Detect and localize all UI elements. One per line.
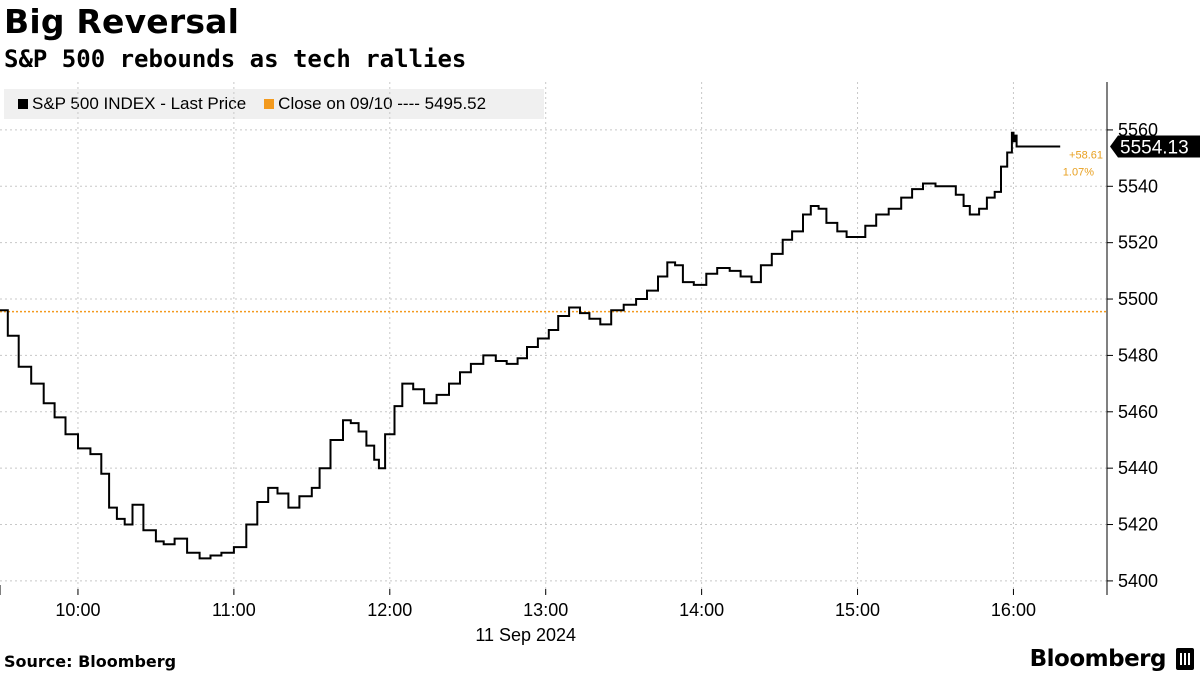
legend-swatch-orange-icon	[264, 99, 275, 109]
y-tick-label: 5540	[1118, 176, 1158, 196]
legend-series-label: S&P 500 INDEX - Last Price	[32, 94, 247, 113]
legend-item-close: Close on 09/10 ---- 5495.52	[264, 94, 486, 114]
x-tick-label: 14:00	[679, 600, 724, 620]
x-tick-label: 13:00	[523, 600, 568, 620]
y-tick-label: 5480	[1118, 345, 1158, 365]
change-absolute-label: +58.61	[1069, 149, 1103, 161]
x-tick-label: 10:00	[55, 600, 100, 620]
x-axis-label: 11 Sep 2024	[475, 625, 576, 645]
source-note: Source: Bloomberg	[4, 652, 177, 671]
y-tick-label: 5400	[1118, 571, 1158, 591]
change-percent-label: 1.07%	[1063, 166, 1094, 178]
last-price-tag	[1110, 135, 1200, 158]
y-tick-label: 5460	[1118, 402, 1158, 422]
x-tick-label: 15:00	[835, 600, 880, 620]
x-tick-label: 11:00	[212, 600, 256, 620]
y-tick-label: 5440	[1118, 458, 1158, 478]
y-tick-label: 5560	[1118, 120, 1158, 140]
price-series-line	[0, 131, 1061, 560]
chart-title: Big Reversal	[4, 2, 240, 41]
y-tick-label: 5500	[1118, 289, 1158, 309]
legend: S&P 500 INDEX - Last Price Close on 09/1…	[4, 89, 544, 119]
chart-subtitle: S&P 500 rebounds as tech rallies	[4, 45, 467, 73]
brand-logo: Bloomberg	[1029, 646, 1167, 672]
legend-item-series: S&P 500 INDEX - Last Price	[18, 94, 246, 114]
x-tick-label: 12:00	[367, 600, 412, 620]
legend-swatch-black-icon	[18, 99, 28, 109]
last-price-label: 5554.13	[1120, 137, 1189, 158]
x-tick-label: 16:00	[991, 600, 1036, 620]
bloomberg-terminal-icon	[1176, 648, 1194, 670]
y-tick-label: 5420	[1118, 515, 1158, 535]
y-tick-label: 5520	[1118, 233, 1158, 253]
legend-close-label: Close on 09/10 ---- 5495.52	[278, 94, 487, 113]
